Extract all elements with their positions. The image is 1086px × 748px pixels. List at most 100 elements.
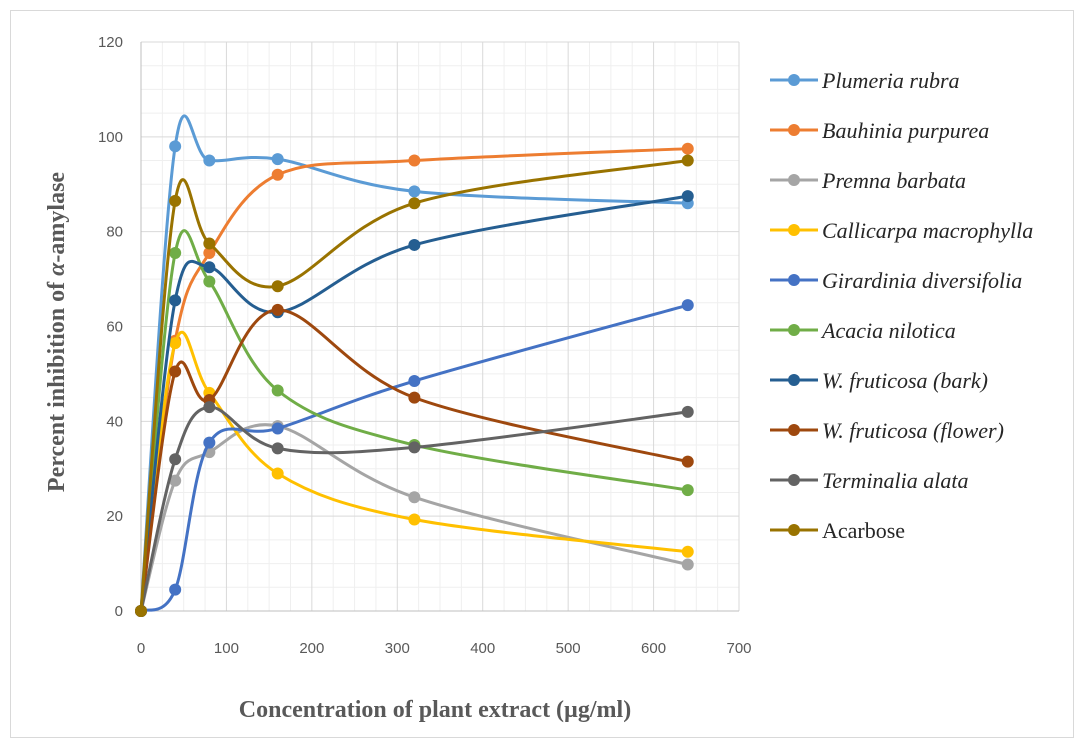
series-10 xyxy=(135,154,694,617)
data-point xyxy=(271,303,284,316)
data-point xyxy=(681,190,694,203)
x-tick-label: 400 xyxy=(470,640,495,657)
data-point xyxy=(203,401,216,414)
data-point xyxy=(271,153,284,166)
data-point xyxy=(169,247,182,260)
data-point xyxy=(681,545,694,558)
legend-item-9: Terminalia alata xyxy=(770,468,969,493)
data-point xyxy=(169,453,182,466)
gridlines xyxy=(140,41,740,612)
series-5 xyxy=(135,299,694,617)
legend-label: Premna barbata xyxy=(821,168,966,193)
x-axis-title: Concentration of plant extract (µg/ml) xyxy=(239,697,631,723)
legend-item-8: W. fruticosa (flower) xyxy=(770,418,1004,443)
legend-item-1: Plumeria rubra xyxy=(770,68,960,93)
x-tick-label: 200 xyxy=(299,640,324,657)
series-line xyxy=(139,405,688,612)
series-line xyxy=(139,194,689,612)
series-line xyxy=(140,303,689,613)
y-tick-label: 80 xyxy=(106,224,123,241)
data-point xyxy=(681,455,694,468)
y-axis-title-symbol: α xyxy=(44,262,70,276)
y-tick-label: 120 xyxy=(98,34,123,51)
legend-item-4: Callicarpa macrophylla xyxy=(770,218,1033,243)
series-6 xyxy=(135,229,694,617)
legend-item-2: Bauhinia purpurea xyxy=(770,118,989,143)
data-point xyxy=(408,441,421,454)
legend-label: Terminalia alata xyxy=(822,468,969,493)
data-point xyxy=(408,197,421,210)
data-point xyxy=(408,154,421,167)
plot-area xyxy=(135,114,694,617)
legend-marker xyxy=(788,474,800,486)
y-tick-label: 20 xyxy=(106,508,123,525)
legend-label: Girardinia diversifolia xyxy=(822,268,1022,293)
data-point xyxy=(408,491,421,504)
legend-marker xyxy=(788,374,800,386)
data-point xyxy=(681,558,694,571)
data-point xyxy=(203,154,216,167)
data-point xyxy=(169,194,182,207)
legend-label: Plumeria rubra xyxy=(821,68,960,93)
x-tick-label: 500 xyxy=(556,640,581,657)
data-point xyxy=(169,365,182,378)
data-point xyxy=(681,484,694,497)
legend-marker xyxy=(788,224,800,236)
series-8 xyxy=(135,303,694,617)
y-axis-title-prefix: Percent inhibition of xyxy=(44,276,70,492)
y-tick-label: 40 xyxy=(106,413,123,430)
legend-marker xyxy=(788,174,800,186)
data-point xyxy=(408,513,421,526)
series-1 xyxy=(135,114,694,617)
legend-marker xyxy=(788,274,800,286)
x-tick-label: 700 xyxy=(726,640,751,657)
data-point xyxy=(169,474,182,487)
legend: Plumeria rubra Bauhinia purpurea Premna ba… xyxy=(770,68,1033,543)
data-point xyxy=(135,605,147,617)
series-line xyxy=(139,229,688,612)
y-axis-title: Percent inhibition of α-amylase xyxy=(44,172,70,493)
series-line xyxy=(139,308,689,612)
y-tick-label: 100 xyxy=(98,129,123,146)
data-point xyxy=(271,384,284,397)
data-point xyxy=(681,154,694,167)
legend-label: W. fruticosa (bark) xyxy=(822,368,988,393)
legend-marker xyxy=(788,324,800,336)
legend-marker xyxy=(788,124,800,136)
data-point xyxy=(271,442,284,455)
series-line xyxy=(139,330,688,612)
data-point xyxy=(169,140,182,153)
data-point xyxy=(681,142,694,155)
legend-item-5: Girardinia diversifolia xyxy=(770,268,1022,293)
data-point xyxy=(408,391,421,404)
data-point xyxy=(408,185,421,198)
legend-label: W. fruticosa (flower) xyxy=(822,418,1004,443)
tick-labels: 0 100 200 300 400 500 600 700 0 20 40 60 80 100 120 xyxy=(98,34,752,657)
legend-item-6: Acacia nilotica xyxy=(770,318,956,343)
y-axis-title-suffix: -amylase xyxy=(44,172,70,263)
x-tick-label: 300 xyxy=(385,640,410,657)
legend-marker xyxy=(788,74,800,86)
x-tick-label: 100 xyxy=(214,640,239,657)
series-line xyxy=(139,159,688,612)
legend-label: Callicarpa macrophylla xyxy=(822,218,1033,243)
data-point xyxy=(408,238,421,251)
data-point xyxy=(203,275,216,288)
legend-label: Bauhinia purpurea xyxy=(822,118,989,143)
legend-item-3: Premna barbata xyxy=(770,168,966,193)
legend-item-10: Acarbose xyxy=(770,518,905,543)
data-point xyxy=(169,337,182,350)
x-tick-label: 600 xyxy=(641,640,666,657)
data-point xyxy=(203,436,216,449)
y-tick-label: 0 xyxy=(115,603,123,620)
legend-label: Acarbose xyxy=(822,518,905,543)
data-point xyxy=(203,237,216,250)
y-tick-label: 60 xyxy=(106,319,123,336)
data-point xyxy=(271,168,284,181)
data-point xyxy=(681,299,694,312)
data-point xyxy=(203,247,216,260)
data-point xyxy=(271,467,284,480)
legend-marker xyxy=(788,524,800,536)
x-tick-label: 0 xyxy=(137,640,145,657)
